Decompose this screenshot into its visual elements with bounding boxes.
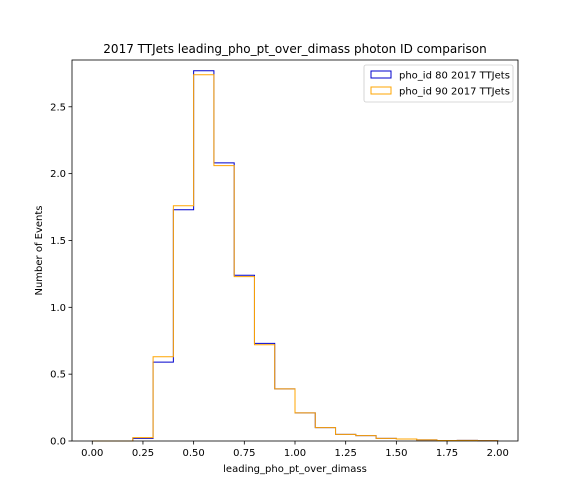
y-tick-label: 2.0 xyxy=(50,169,66,180)
y-tick-label: 1.5 xyxy=(50,236,66,247)
legend-swatch-2 xyxy=(370,86,392,95)
legend: pho_id 80 2017 TTJets pho_id 90 2017 TTJe… xyxy=(363,64,514,103)
y-tick-label: 0.0 xyxy=(50,437,66,448)
legend-label-2: pho_id 90 2017 TTJets xyxy=(399,87,510,98)
y-tick-label: 2.5 xyxy=(50,102,66,113)
x-tick-label: 1.50 xyxy=(385,448,407,459)
x-tick-label: 1.00 xyxy=(284,448,306,459)
y-axis-label: Number of Events xyxy=(34,205,45,295)
x-tick-label: 0.25 xyxy=(132,448,154,459)
x-tick-label: 0.75 xyxy=(233,448,255,459)
legend-box xyxy=(363,64,514,103)
x-axis-ticks: 0.00 0.25 0.50 0.75 1.00 1.25 1.50 1.75 2.00 xyxy=(81,441,509,459)
x-tick-label: 0.00 xyxy=(81,448,103,459)
series-2-step-line xyxy=(92,74,499,442)
y-axis-ticks: 0.0 0.5 1.0 1.5 2.0 2.5 xyxy=(50,102,72,448)
x-tick-label: 2.00 xyxy=(487,448,509,459)
y-tick-label: 0.5 xyxy=(50,370,66,381)
chart-title: 2017 TTJets leading_pho_pt_over_dimass p… xyxy=(103,42,486,56)
x-tick-label: 1.75 xyxy=(436,448,458,459)
plot-content xyxy=(92,70,499,442)
x-tick-label: 1.25 xyxy=(335,448,357,459)
legend-swatch-1 xyxy=(370,70,392,79)
x-tick-label: 0.50 xyxy=(183,448,205,459)
plot-frame xyxy=(71,59,519,442)
legend-label-1: pho_id 80 2017 TTJets xyxy=(399,71,510,82)
x-axis-label: leading_pho_pt_over_dimass xyxy=(223,464,367,475)
y-tick-label: 1.0 xyxy=(50,303,66,314)
